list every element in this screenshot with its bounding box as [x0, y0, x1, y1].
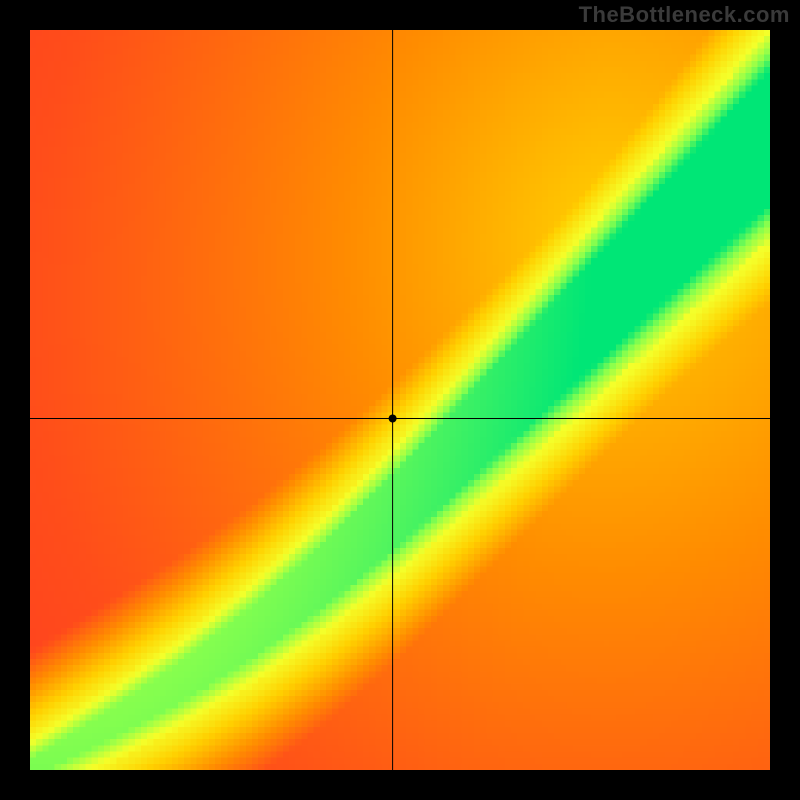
bottleneck-heatmap — [30, 30, 770, 770]
watermark-text: TheBottleneck.com — [579, 2, 790, 28]
chart-container: { "watermark_text": "TheBottleneck.com",… — [0, 0, 800, 800]
